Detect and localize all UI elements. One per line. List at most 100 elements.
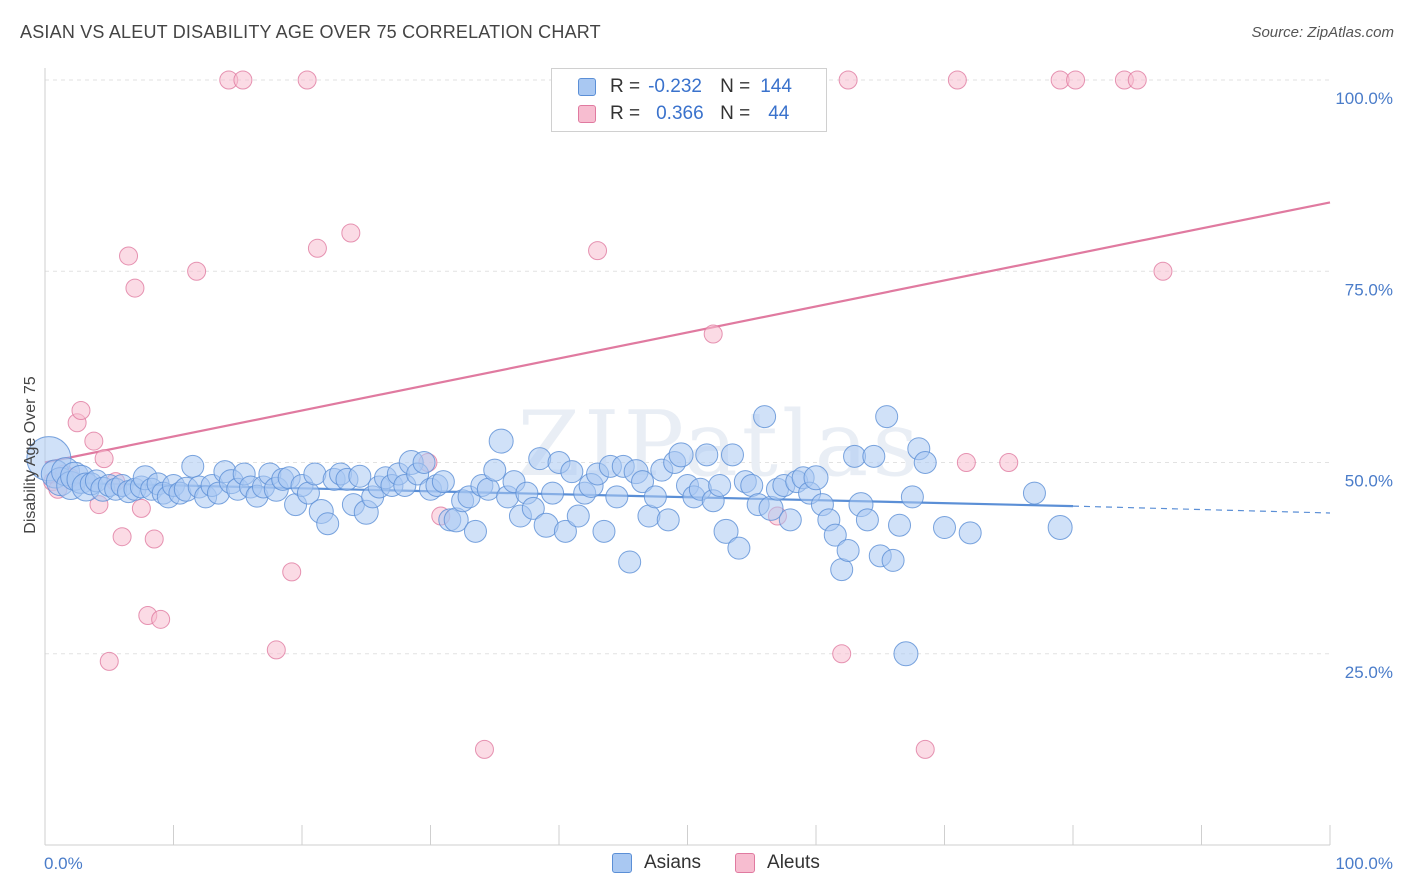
bottom-legend-swatch-asians: [612, 853, 632, 873]
point-asians: [900, 485, 924, 509]
x-tick-label: 0.0%: [44, 854, 83, 873]
point-asians: [720, 443, 744, 467]
point-asians: [560, 460, 584, 484]
chart-title: ASIAN VS ALEUT DISABILITY AGE OVER 75 CO…: [20, 22, 601, 42]
point-asians: [348, 464, 372, 488]
point-asians: [668, 442, 694, 468]
point-asians: [843, 444, 867, 468]
point-asians: [862, 444, 886, 468]
point-asians: [631, 470, 655, 494]
legend-n-value: 144: [760, 76, 792, 97]
legend-swatch-asians: [578, 78, 596, 96]
point-aleuts: [187, 261, 207, 281]
legend-r-value: 0.366: [656, 103, 704, 124]
point-aleuts: [282, 562, 302, 582]
point-asians: [713, 518, 739, 544]
point-aleuts: [1066, 70, 1086, 90]
bottom-legend-asians: Asians: [612, 852, 701, 874]
legend: R = -0.232 N = 144 R = 0.366 N = 44: [551, 68, 827, 132]
point-asians: [605, 485, 629, 509]
point-asians: [521, 496, 545, 520]
legend-swatch-aleuts: [578, 105, 596, 123]
bottom-legend-aleuts: Aleuts: [735, 852, 820, 874]
point-asians: [541, 481, 565, 505]
point-aleuts: [1153, 261, 1173, 281]
point-asians: [888, 513, 912, 537]
point-asians: [778, 508, 802, 532]
point-aleuts: [956, 453, 976, 472]
point-asians: [483, 458, 507, 482]
y-tick-label: 75.0%: [1345, 280, 1393, 299]
point-aleuts: [999, 453, 1019, 472]
point-asians: [412, 451, 436, 474]
legend-row-aleuts: R = 0.366 N = 44: [578, 102, 789, 126]
point-asians: [592, 519, 616, 543]
legend-n-label: N =: [720, 103, 751, 124]
point-aleuts: [297, 70, 317, 90]
y-tick-label: 50.0%: [1345, 472, 1393, 491]
grid-lines: [45, 79, 1330, 655]
point-aleuts: [1127, 70, 1147, 90]
point-aleuts: [307, 238, 327, 258]
point-aleuts: [71, 400, 91, 420]
legend-r-label: R =: [610, 76, 641, 97]
point-aleuts: [94, 449, 114, 469]
point-asians: [566, 504, 590, 528]
point-aleuts: [832, 644, 852, 664]
point-aleuts: [474, 739, 494, 759]
point-aleuts: [341, 223, 361, 243]
bottom-legend-label: Asians: [644, 852, 702, 873]
y-tick-label: 25.0%: [1345, 663, 1393, 682]
point-asians: [913, 451, 937, 474]
point-asians: [488, 428, 514, 454]
point-asians: [958, 521, 982, 545]
point-aleuts: [112, 527, 132, 547]
point-aleuts: [99, 651, 119, 671]
data-points: [26, 70, 1173, 759]
point-aleuts: [588, 241, 608, 261]
point-aleuts: [947, 70, 967, 90]
point-asians: [553, 519, 577, 543]
point-asians: [528, 447, 552, 471]
trend-extension-asians: [1072, 505, 1331, 514]
point-asians: [1022, 481, 1046, 505]
point-asians: [431, 470, 455, 494]
x-tick-label: 100.0%: [1335, 854, 1393, 873]
bottom-legend-swatch-aleuts: [735, 853, 756, 873]
point-asians: [643, 485, 667, 509]
bottom-legend: Asians Aleuts: [612, 852, 854, 874]
legend-r-value: -0.232: [648, 76, 702, 97]
point-asians: [316, 512, 340, 536]
point-asians: [933, 516, 956, 540]
legend-n-value: 44: [768, 103, 790, 124]
point-aleuts: [131, 498, 151, 518]
point-aleuts: [125, 278, 145, 298]
point-aleuts: [84, 431, 104, 451]
point-asians: [181, 454, 205, 478]
legend-n-label: N =: [720, 76, 751, 97]
y-tick-label: 100.0%: [1335, 89, 1393, 108]
point-asians: [875, 405, 899, 429]
point-asians: [823, 523, 847, 547]
legend-row-asians: R = -0.232 N = 144: [578, 75, 792, 99]
point-aleuts: [233, 70, 253, 90]
axes: [44, 68, 1331, 846]
point-aleuts: [915, 739, 935, 759]
point-aleuts: [703, 324, 723, 344]
point-aleuts: [144, 529, 164, 549]
point-asians: [803, 465, 829, 491]
tick-labels: 25.0% 50.0% 75.0% 100.0% 0.0% 100.0%: [44, 89, 1393, 873]
source-credit: Source: ZipAtlas.com: [1251, 24, 1394, 41]
point-asians: [656, 508, 680, 532]
point-asians: [727, 536, 751, 560]
trend-line-aleuts: [44, 201, 1331, 464]
point-aleuts: [151, 609, 171, 629]
point-asians: [1047, 515, 1073, 541]
point-asians: [695, 443, 719, 467]
point-aleuts: [266, 640, 286, 660]
legend-r-label: R =: [610, 103, 641, 124]
point-asians: [618, 550, 642, 574]
point-asians: [303, 462, 327, 486]
point-asians: [753, 405, 777, 429]
